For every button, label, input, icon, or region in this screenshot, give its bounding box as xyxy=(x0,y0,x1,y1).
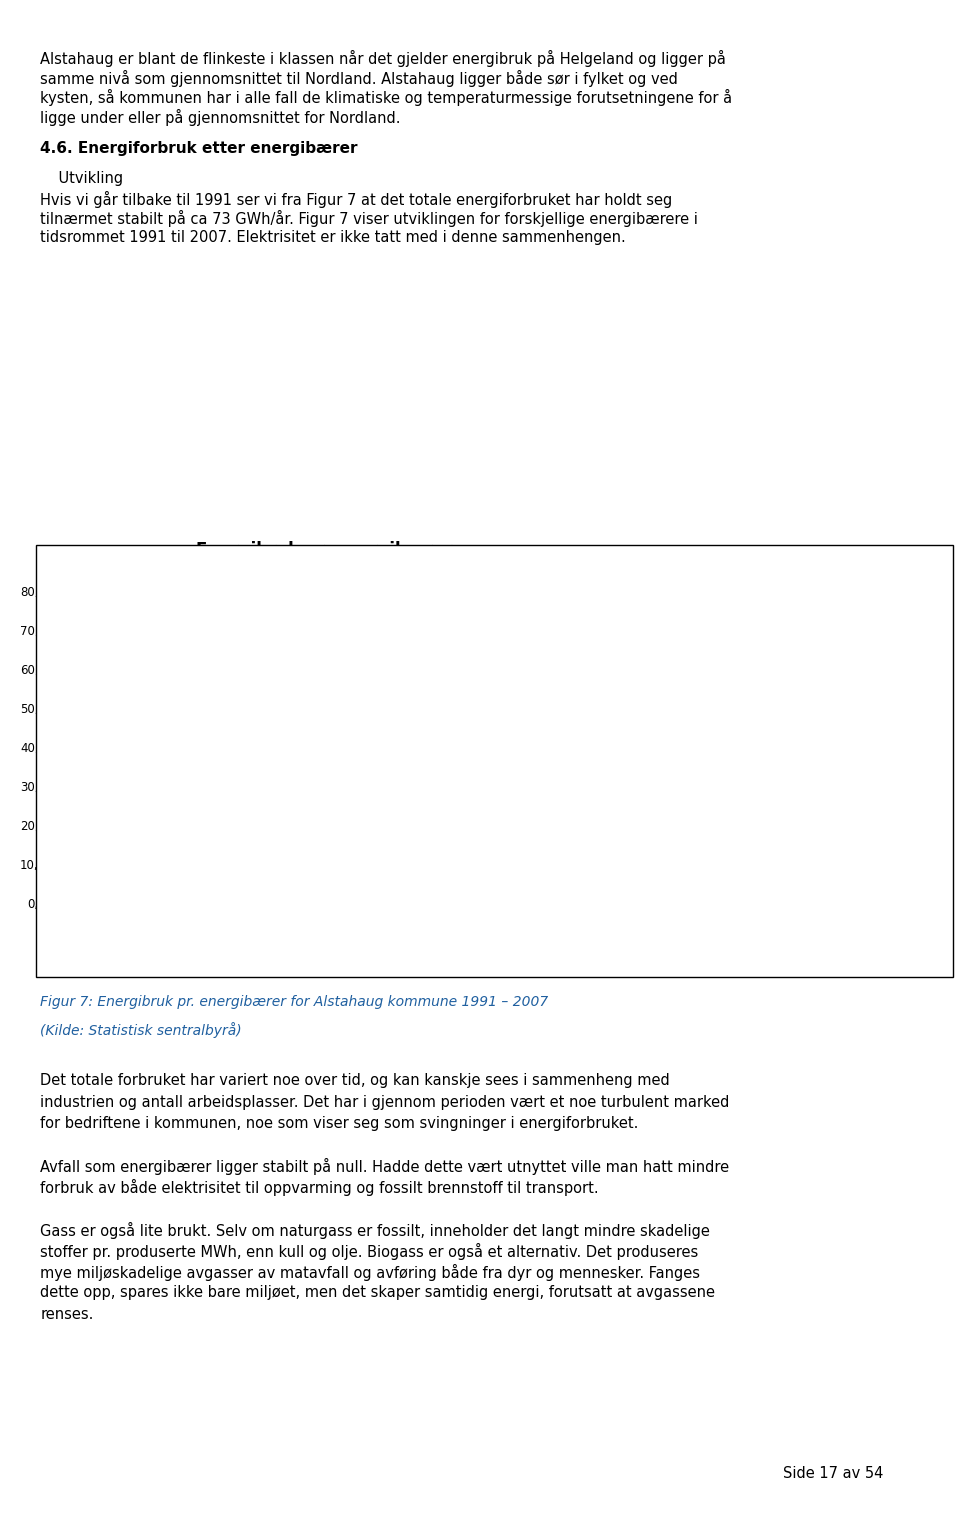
Polygon shape xyxy=(181,645,547,805)
Polygon shape xyxy=(468,618,547,931)
Polygon shape xyxy=(102,618,547,645)
Bar xyxy=(636,863,666,887)
Text: Diesel-, gass- og lett fyringsolje, spesialdestillat: Diesel-, gass- og lett fyringsolje, spes… xyxy=(565,837,800,848)
Text: (Kilde: Statistisk sentralbyrå): (Kilde: Statistisk sentralbyrå) xyxy=(40,1022,242,1039)
Text: Det totale forbruket har variert noe over tid, og kan kanskje sees i sammenheng : Det totale forbruket har variert noe ove… xyxy=(40,1073,670,1089)
Polygon shape xyxy=(102,902,181,931)
Polygon shape xyxy=(102,881,468,899)
Text: Alstahaug er blant de flinkeste i klassen når det gjelder energibruk på Helgelan: Alstahaug er blant de flinkeste i klasse… xyxy=(40,50,726,67)
Text: Hvis vi går tilbake til 1991 ser vi fra Figur 7 at det totale energiforbruket ha: Hvis vi går tilbake til 1991 ser vi fra … xyxy=(40,191,673,207)
Polygon shape xyxy=(181,908,547,928)
Polygon shape xyxy=(102,590,468,904)
Polygon shape xyxy=(102,731,468,845)
Text: ligge under eller på gjennomsnittet for Nordland.: ligge under eller på gjennomsnittet for … xyxy=(40,109,401,126)
Text: fyringsolje, spesialdestillat: fyringsolje, spesialdestillat xyxy=(679,843,827,854)
Text: Avfall som energibærer ligger stabilt på null. Hadde dette vært utnyttet ville m: Avfall som energibærer ligger stabilt på… xyxy=(40,1158,730,1175)
Text: Utvikling: Utvikling xyxy=(40,171,124,186)
Text: Figur 7: Energibruk pr. energibærer for Alstahaug kommune 1991 – 2007: Figur 7: Energibruk pr. energibærer for … xyxy=(40,995,548,1008)
Bar xyxy=(636,600,666,622)
Polygon shape xyxy=(102,904,547,931)
Polygon shape xyxy=(102,896,181,930)
Text: tidsrommet 1991 til 2007. Elektrisitet er ikke tatt med i denne sammenhengen.: tidsrommet 1991 til 2007. Elektrisitet e… xyxy=(40,230,626,245)
Text: 2007: 2007 xyxy=(533,945,563,957)
Text: Avfall: Avfall xyxy=(565,922,592,933)
Polygon shape xyxy=(181,924,547,930)
Text: Tungolje, spillolje: Tungolje, spillolje xyxy=(679,716,780,730)
Bar xyxy=(636,713,666,736)
Text: stoffer pr. produserte MWh, enn kull og olje. Biogass er også et alternativ. Det: stoffer pr. produserte MWh, enn kull og … xyxy=(40,1243,699,1260)
Bar xyxy=(636,827,666,848)
Text: tilnærmet stabilt på ca 73 GWh/år. Figur 7 viser utviklingen for forskjellige en: tilnærmet stabilt på ca 73 GWh/år. Figur… xyxy=(40,210,698,227)
Polygon shape xyxy=(181,759,547,872)
Text: industrien og antall arbeidsplasser. Det har i gjennom perioden vært et noe turb: industrien og antall arbeidsplasser. Det… xyxy=(40,1095,730,1110)
Polygon shape xyxy=(102,901,181,930)
Polygon shape xyxy=(102,618,468,778)
Text: samme nivå som gjennomsnittet til Nordland. Alstahaug ligger både sør i fylket o: samme nivå som gjennomsnittet til Nordla… xyxy=(40,70,678,86)
Text: I alt: I alt xyxy=(679,868,701,881)
Polygon shape xyxy=(102,762,181,852)
Text: mye miljøskadelige avgasser av matavfall og avføring både fra dyr og mennesker. : mye miljøskadelige avgasser av matavfall… xyxy=(40,1264,701,1281)
Polygon shape xyxy=(181,930,547,931)
Text: Energibruk pr. energibærer: Energibruk pr. energibærer xyxy=(197,542,452,560)
Polygon shape xyxy=(102,618,181,789)
Polygon shape xyxy=(102,902,468,904)
Text: Gass er også lite brukt. Selv om naturgass er fossilt, inneholder det langt mind: Gass er også lite brukt. Selv om naturga… xyxy=(40,1222,710,1238)
Text: 2000: 2000 xyxy=(372,945,402,957)
Text: forbruk av både elektrisitet til oppvarming og fossilt brennstoff til transport.: forbruk av både elektrisitet til oppvarm… xyxy=(40,1179,599,1196)
Bar xyxy=(636,675,666,696)
Text: 2004: 2004 xyxy=(464,945,493,957)
Polygon shape xyxy=(102,904,181,931)
Text: Ved, treavfall, avlut: Ved, treavfall, avlut xyxy=(565,880,661,889)
Bar xyxy=(636,637,666,660)
Text: Bensin, parafin: Bensin, parafin xyxy=(679,792,768,805)
Text: Kull, kullkoks, petrolkoks: Kull, kullkoks, petrolkoks xyxy=(679,640,824,654)
Polygon shape xyxy=(181,831,547,911)
Text: Gass: Gass xyxy=(565,910,589,921)
Polygon shape xyxy=(102,804,468,884)
Bar xyxy=(636,787,666,812)
Text: renses.: renses. xyxy=(40,1307,94,1322)
Text: 4.6. Energiforbruk etter energibærer: 4.6. Energiforbruk etter energibærer xyxy=(40,141,358,156)
Text: Side 17 av 54: Side 17 av 54 xyxy=(782,1466,883,1481)
Polygon shape xyxy=(102,883,181,924)
Bar xyxy=(636,751,666,772)
Polygon shape xyxy=(181,930,547,931)
Text: 1995: 1995 xyxy=(258,945,288,957)
Text: Avfall: Avfall xyxy=(679,603,710,616)
Text: Gass: Gass xyxy=(679,678,708,692)
Text: kysten, så kommunen har i alle fall de klimatiske og temperaturmessige forutsetn: kysten, så kommunen har i alle fall de k… xyxy=(40,89,732,106)
Polygon shape xyxy=(102,896,468,902)
Text: Ved, treavfall, avlut: Ved, treavfall, avlut xyxy=(679,754,794,768)
Text: dette opp, spares ikke bare miljøet, men det skaper samtidig energi, forutsatt a: dette opp, spares ikke bare miljøet, men… xyxy=(40,1285,715,1301)
Text: Årstall: Årstall xyxy=(351,960,396,974)
Text: 1991: 1991 xyxy=(166,945,197,957)
Polygon shape xyxy=(102,618,181,931)
Polygon shape xyxy=(102,825,181,910)
Text: Diesel-, gass- og lett: Diesel-, gass- og lett xyxy=(679,825,793,836)
Polygon shape xyxy=(102,901,468,902)
Text: for bedriftene i kommunen, noe som viser seg som svingninger i energiforbruket.: for bedriftene i kommunen, noe som viser… xyxy=(40,1116,638,1131)
